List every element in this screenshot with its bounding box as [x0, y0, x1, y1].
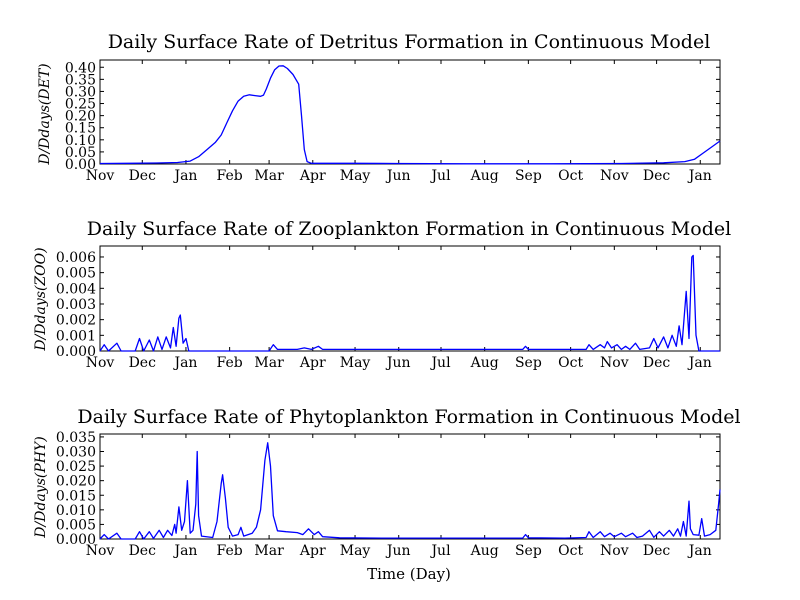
x-tick-label: Jan — [172, 168, 197, 184]
x-tick-label: Dec — [643, 543, 671, 559]
x-tick-label: Apr — [299, 355, 326, 371]
x-tick-label: Sep — [515, 168, 542, 184]
y-tick-label: 0.15 — [65, 121, 96, 137]
plot-frame — [99, 59, 721, 165]
x-tick-label: Feb — [217, 543, 243, 559]
y-tick-label: 0.00 — [65, 157, 96, 173]
y-tick-label: 0.20 — [65, 109, 96, 125]
x-tick-label: Feb — [217, 168, 243, 184]
x-tick-label: Dec — [129, 168, 157, 184]
tick-group: Nov Dec Jan Feb Mar Apr May Jun Jul Aug Sep Oct Nov D… — [65, 60, 720, 184]
y-tick-label: 0.004 — [56, 281, 96, 297]
panel-phytoplankton: Daily Surface Rate of Phytoplankton Form… — [33, 406, 741, 559]
y-tick-label: 0.40 — [65, 60, 96, 76]
chart-title: Daily Surface Rate of Detritus Formation… — [108, 31, 711, 53]
x-axis-label: Time (Day) — [367, 565, 451, 583]
x-tick-label: Mar — [254, 543, 284, 559]
x-tick-label: Aug — [470, 543, 499, 559]
y-tick-label: 0.020 — [56, 474, 96, 490]
x-tick-label: Oct — [558, 355, 583, 371]
x-tick-label: Apr — [299, 168, 326, 184]
x-tick-label: Nov — [600, 168, 629, 184]
x-tick-label: Jan — [687, 355, 712, 371]
x-tick-label: Dec — [129, 355, 157, 371]
x-tick-label: May — [340, 355, 371, 371]
y-tick-label: 0.003 — [56, 297, 96, 313]
x-tick-label: Dec — [643, 355, 671, 371]
y-tick-label: 0.030 — [56, 445, 96, 461]
x-tick-label: Nov — [86, 355, 115, 371]
x-tick-label: May — [340, 543, 371, 559]
y-tick-label: 0.010 — [56, 503, 96, 519]
x-tick-label: Feb — [217, 355, 243, 371]
panel-detritus: Daily Surface Rate of Detritus Formation… — [37, 31, 721, 184]
x-tick-label: Jan — [687, 543, 712, 559]
x-tick-label: Jan — [172, 543, 197, 559]
x-tick-label: Jul — [429, 168, 451, 184]
y-tick-label: 0.035 — [56, 430, 96, 446]
x-tick-label: Nov — [86, 168, 115, 184]
x-tick-label: Nov — [600, 543, 629, 559]
plot-frame — [99, 245, 721, 352]
y-axis-label: D/Ddays(PHY) — [33, 436, 49, 538]
x-tick-label: Mar — [254, 168, 284, 184]
x-tick-label: Aug — [470, 355, 499, 371]
y-tick-label: 0.002 — [56, 313, 96, 329]
chart-title: Daily Surface Rate of Zooplankton Format… — [87, 218, 731, 240]
x-tick-label: Nov — [86, 543, 115, 559]
y-tick-label: 0.000 — [56, 532, 96, 548]
tick-group: Nov Dec Jan Feb Mar Apr May Jun Jul Aug Sep Oct Nov D… — [56, 430, 720, 559]
x-tick-label: Sep — [515, 355, 542, 371]
x-tick-label: Oct — [558, 168, 583, 184]
x-tick-label: Oct — [558, 543, 583, 559]
y-tick-label: 0.015 — [56, 488, 96, 504]
y-tick-label: 0.05 — [65, 145, 96, 161]
panel-zooplankton: Daily Surface Rate of Zooplankton Format… — [33, 218, 731, 371]
series-line — [99, 65, 721, 165]
y-axis-label: D/Ddays(ZOO) — [33, 247, 49, 351]
series-line — [99, 442, 721, 540]
y-tick-label: 0.35 — [65, 72, 96, 88]
x-tick-label: Jul — [429, 543, 451, 559]
y-tick-label: 0.000 — [56, 344, 96, 360]
x-tick-label: Apr — [299, 543, 326, 559]
y-tick-label: 0.30 — [65, 84, 96, 100]
x-tick-label: Dec — [129, 543, 157, 559]
x-tick-label: May — [340, 168, 371, 184]
x-tick-label: Jan — [687, 168, 712, 184]
x-tick-label: Aug — [470, 168, 499, 184]
x-tick-label: Jun — [385, 355, 411, 371]
x-tick-label: Dec — [643, 168, 671, 184]
y-tick-label: 0.025 — [56, 459, 96, 475]
chart-title: Daily Surface Rate of Phytoplankton Form… — [77, 406, 740, 428]
x-tick-label: Nov — [600, 355, 629, 371]
x-tick-label: Jun — [385, 168, 411, 184]
x-tick-label: Jan — [172, 355, 197, 371]
x-tick-label: Jun — [385, 543, 411, 559]
y-tick-label: 0.25 — [65, 97, 96, 113]
y-tick-label: 0.005 — [56, 266, 96, 282]
y-tick-label: 0.006 — [56, 250, 96, 266]
x-tick-label: Sep — [515, 543, 542, 559]
x-tick-label: Jul — [429, 355, 451, 371]
tick-group: Nov Dec Jan Feb Mar Apr May Jun Jul Aug Sep Oct Nov D… — [56, 246, 720, 371]
plot-frame — [99, 433, 721, 540]
y-tick-label: 0.10 — [65, 133, 96, 149]
x-tick-label: Mar — [254, 355, 284, 371]
series-line — [99, 254, 720, 352]
y-tick-label: 0.005 — [56, 517, 96, 533]
y-tick-label: 0.001 — [56, 328, 96, 344]
y-axis-label: D/Ddays(DET) — [37, 63, 53, 165]
